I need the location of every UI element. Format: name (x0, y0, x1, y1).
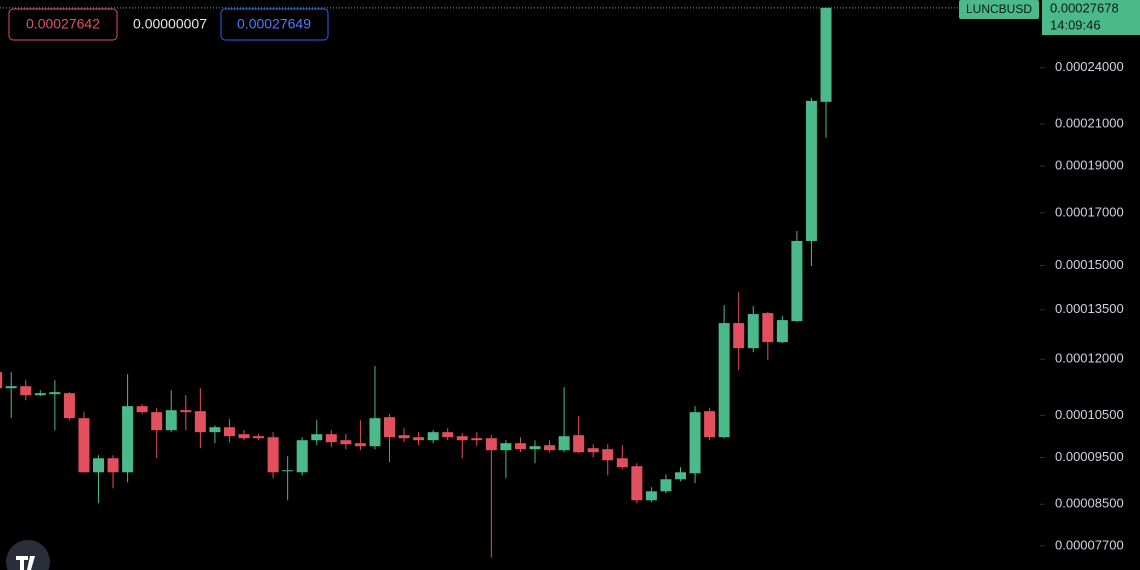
candle-body (311, 434, 323, 441)
y-tick-label: 0.00024000 (1055, 59, 1124, 74)
candle-body (529, 446, 541, 450)
y-tick-label: 0.00007700 (1055, 537, 1124, 552)
candle-body (354, 443, 366, 447)
candle-body (544, 445, 556, 451)
candle-body (122, 406, 134, 473)
candle-body (645, 491, 657, 501)
symbol: LUNCBUSD (966, 2, 1032, 16)
candle-body (456, 436, 468, 441)
candle-body (704, 411, 716, 438)
candle-body (5, 386, 17, 389)
candle-body (296, 440, 308, 473)
candle-body (660, 479, 672, 492)
last-price-box (1042, 0, 1140, 35)
y-tick-label: 0.00013500 (1055, 301, 1124, 316)
y-tick-label: 0.00010500 (1055, 407, 1124, 422)
candle-body (151, 412, 163, 431)
y-tick-label: 0.00008500 (1055, 496, 1124, 511)
spread: 0.00000007 (133, 16, 207, 32)
candle-body (587, 448, 599, 453)
buy-box[interactable] (220, 8, 329, 41)
last-price: 0.00027678 (1050, 0, 1119, 15)
candle-body (791, 240, 803, 322)
y-tick-label: 0.00017000 (1055, 204, 1124, 219)
candle-body (165, 410, 177, 431)
candle-body (602, 449, 614, 461)
candle-body (689, 412, 701, 474)
candle-body (398, 435, 410, 439)
candle-body (718, 323, 730, 438)
candle-body (471, 438, 483, 441)
candle-body (238, 434, 250, 439)
candle-body (805, 100, 817, 241)
candle-body (49, 392, 61, 395)
sell-price: 0.00027642 (26, 16, 100, 32)
candle-body (427, 432, 439, 441)
candle-body (194, 411, 206, 433)
candle-body (282, 470, 294, 472)
y-tick-label: 0.00012000 (1055, 351, 1124, 366)
candle-body (107, 458, 119, 473)
candle-body (93, 458, 104, 473)
candle-body (369, 418, 381, 447)
candle-body (558, 436, 570, 451)
candle-body (747, 314, 759, 349)
candle-body (209, 427, 221, 433)
y-tick-label: 0.00015000 (1055, 257, 1124, 272)
y-tick-label: 0.00021000 (1055, 115, 1124, 130)
candle-body (413, 437, 425, 441)
candle-body (325, 434, 337, 443)
candle-body (442, 432, 454, 438)
candle-body (616, 458, 628, 468)
candle-body (180, 410, 192, 413)
candle-body (0, 372, 3, 389)
countdown: 14:09:46 (1050, 17, 1101, 32)
logo[interactable] (6, 540, 50, 570)
candle-body (675, 472, 686, 480)
candle-body (253, 436, 265, 439)
candle-body (500, 443, 512, 451)
y-tick-label: 0.00009500 (1055, 449, 1124, 464)
candle-body (514, 443, 526, 450)
logo-glyph (16, 556, 35, 570)
candle-body (384, 417, 395, 438)
logo-circle (6, 540, 50, 570)
candle-body (20, 386, 32, 396)
plot (0, 7, 1045, 558)
candle-body (631, 466, 643, 501)
candle-body (733, 323, 745, 349)
candle-body (78, 418, 90, 473)
y-tick-label: 0.00019000 (1055, 157, 1124, 172)
candle-body (776, 320, 788, 343)
candle-body (136, 406, 148, 413)
candle-body (34, 393, 46, 396)
candle-body (485, 438, 497, 451)
candle-body (63, 393, 75, 419)
candle-body (223, 427, 235, 437)
buy-price: 0.00027649 (237, 16, 311, 32)
candle-body (340, 440, 352, 445)
sell-box[interactable] (8, 8, 118, 41)
candle-body (762, 313, 774, 343)
candle-body (573, 435, 585, 453)
candle-body (820, 7, 832, 102)
symbol-box (959, 0, 1039, 19)
candle-body (267, 437, 279, 473)
